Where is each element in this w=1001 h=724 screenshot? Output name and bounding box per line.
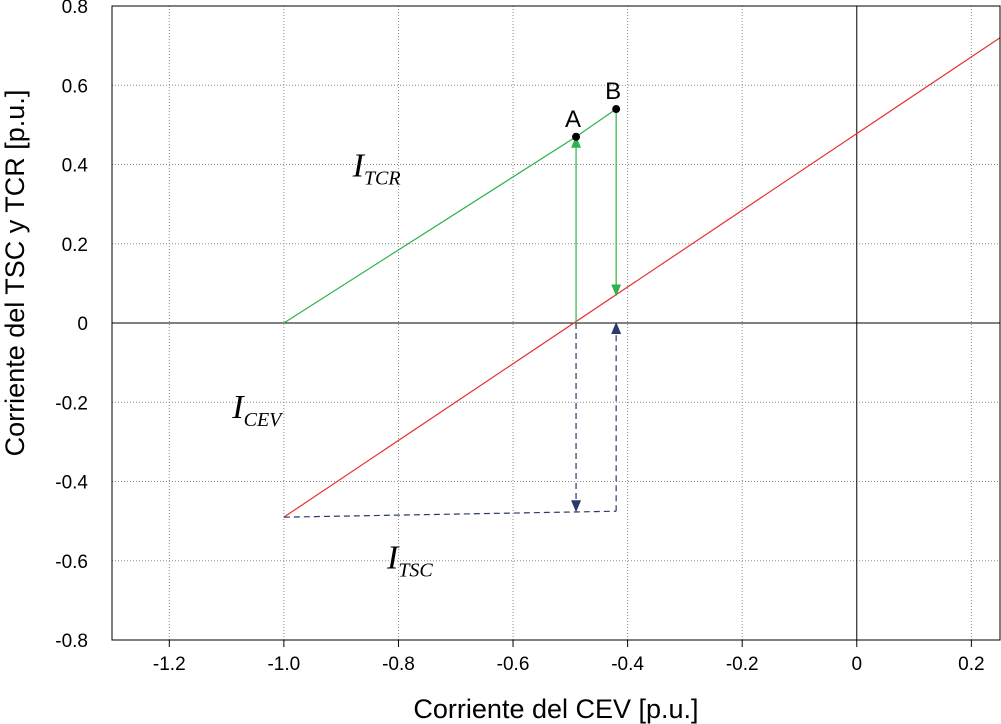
x-tick-label: 0 [851,654,862,675]
y-tick-label: -0.2 [55,393,88,414]
y-tick-label: 0 [77,314,88,335]
y-tick-label: 0.6 [62,76,88,97]
point-a [572,132,581,141]
series-line-tcr [283,108,617,324]
series-label-cev: ICEV [231,389,284,431]
y-tick-label: 0.4 [62,156,89,177]
point-label-b: B [605,78,621,105]
labels: ICEV ITCR ITSC [231,147,433,581]
y-tick-label: 0.2 [62,235,88,256]
plot-frame [111,5,1001,641]
x-tick-label: -0.2 [726,654,759,675]
x-tick-label: -0.6 [497,654,530,675]
series-line-cev [283,37,1001,518]
arrows [571,109,622,513]
points: AB [565,78,621,141]
x-tick-label: -0.4 [611,654,644,675]
axes: -1.2 -1.0 -0.8 -0.6 -0.4 -0.2 0 0.2 0.8 0.6 0.4 0.2… [55,0,1000,675]
x-tick-label: -0.8 [382,654,415,675]
series-label-tcr: ITCR [352,147,401,189]
y-tick-label: 0.8 [62,0,88,18]
x-tick-label: 0.2 [958,654,984,675]
series [283,37,1001,518]
y-tick-label: -0.8 [55,631,88,652]
y-tick-label: -0.6 [55,552,88,573]
x-axis-title: Corriente del CEV [p.u.] [413,694,698,724]
y-axis-title: Corriente del TSC y TCR [p.u.] [0,90,30,457]
x-tick-label: -1.2 [153,654,186,675]
series-label-tsc: ITSC [386,540,433,582]
point-b [612,105,621,114]
series-line-tsc [283,510,617,518]
y-tick-label: -0.4 [55,473,88,494]
point-label-a: A [565,106,581,133]
x-tick-label: -1.0 [267,654,300,675]
